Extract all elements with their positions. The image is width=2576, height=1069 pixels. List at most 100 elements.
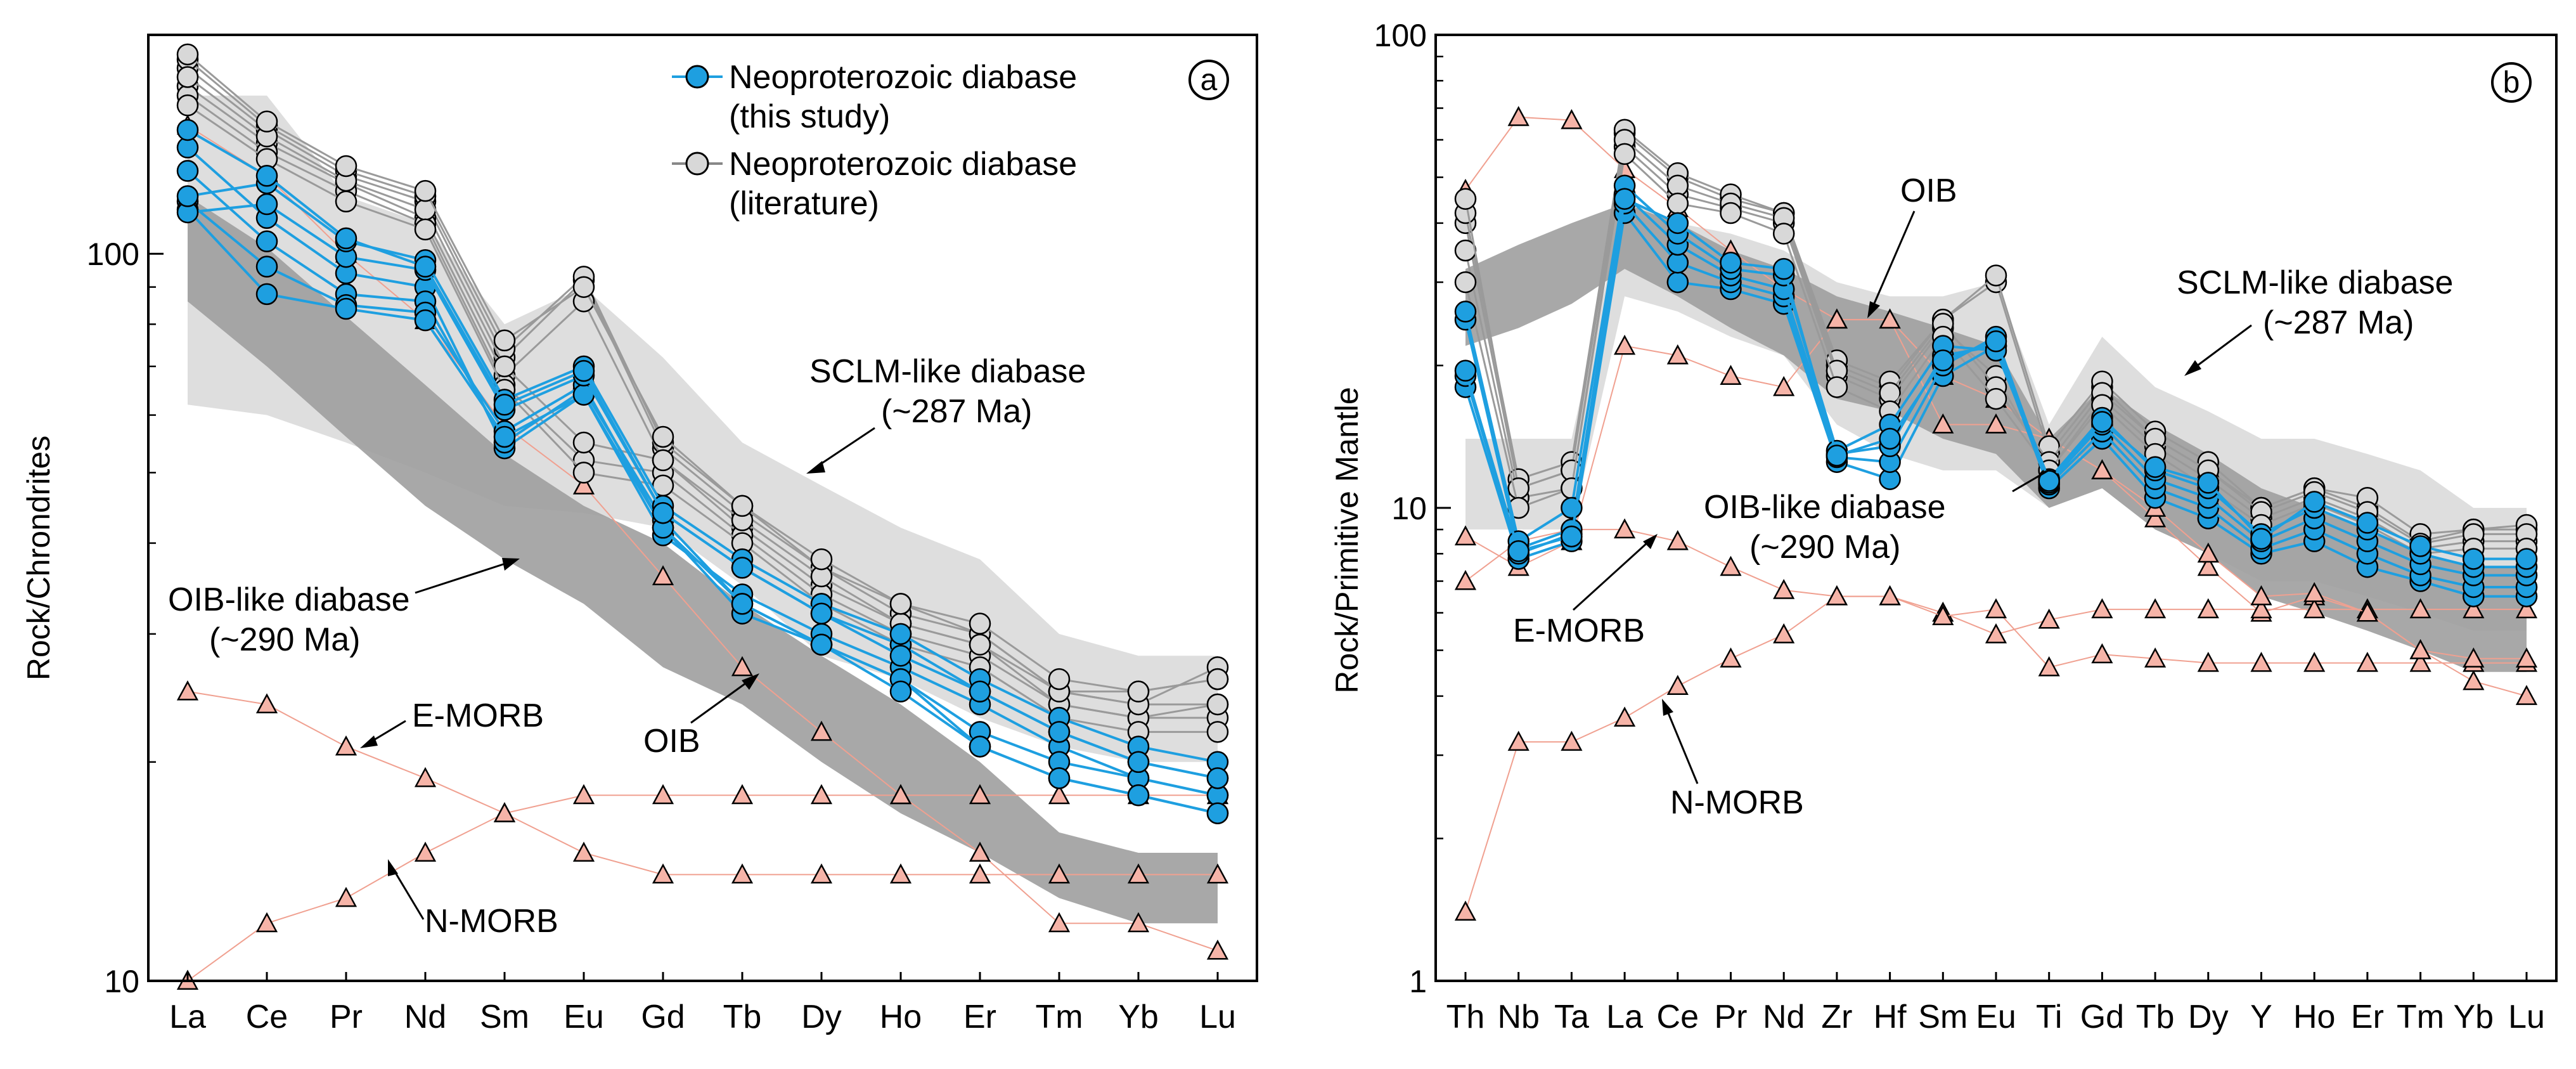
x-tick-label: Ti xyxy=(2036,999,2062,1035)
literature-point xyxy=(572,431,595,454)
literature-line xyxy=(187,53,1218,693)
literature-point xyxy=(810,548,833,571)
arrow-b-emorb xyxy=(1572,541,1649,611)
literature-point xyxy=(1666,192,1689,215)
x-tick-label: Tb xyxy=(2136,999,2175,1035)
ref-marker-n-morb xyxy=(1985,598,2007,619)
ref-line-oib xyxy=(187,125,1218,952)
arrow-a-oib xyxy=(690,680,749,724)
ref-marker-oib-low xyxy=(2250,585,2272,606)
ref-marker-oib xyxy=(572,474,595,495)
literature-point xyxy=(889,593,912,615)
ref-line-n-morb xyxy=(187,794,1218,982)
this-study-line xyxy=(186,209,1218,815)
ref-marker-n-morb xyxy=(2303,651,2326,672)
ref-marker-oib xyxy=(2144,507,2167,528)
literature-point xyxy=(1206,721,1229,743)
ref-marker-n-morb xyxy=(2409,651,2431,672)
arrow-b-nmorb xyxy=(1666,709,1699,784)
literature-line xyxy=(187,104,1218,733)
literature-point xyxy=(1454,188,1477,210)
x-tick-label: Ho xyxy=(2293,999,2335,1035)
x-tick-label: Yb xyxy=(1118,999,1159,1035)
ref-marker-n-morb xyxy=(1932,605,1954,625)
this-study-point xyxy=(2409,535,2431,557)
ref-marker-n-morb xyxy=(1561,730,1583,751)
this-study-point xyxy=(1826,444,1848,467)
y-tick-label: 10 xyxy=(1391,491,1427,526)
ref-marker-oib-low xyxy=(1614,334,1636,355)
literature-point xyxy=(414,218,437,241)
ref-marker-e-morb xyxy=(2197,598,2219,619)
ref-marker-oib xyxy=(652,565,674,586)
legend-this-study-line1: Neoproterozoic diabase xyxy=(729,59,1077,96)
legend-this-study-line2: (this study) xyxy=(729,98,890,135)
ref-marker-n-morb xyxy=(1879,585,1901,606)
ref-marker-e-morb xyxy=(2303,598,2326,619)
ref-marker-n-morb xyxy=(652,784,674,805)
annot-b-emorb: E-MORB xyxy=(1513,612,1645,649)
literature-line xyxy=(187,94,1218,719)
literature-point xyxy=(335,155,357,178)
ref-marker-oib xyxy=(1127,912,1150,933)
ref-marker-n-morb xyxy=(2197,651,2219,672)
panel-b-axes: Th Nb Ta La Ce Pr Nd Zr Hf Sm Eu Ti Gd Tb Dy Y Ho Er Tm Yb L… xyxy=(1374,18,2545,1035)
this-study-point xyxy=(2250,528,2272,550)
ref-marker-oib-low xyxy=(1879,308,1901,329)
panel-a-label: a xyxy=(1201,63,1218,97)
literature-point xyxy=(1613,143,1636,165)
this-study-point xyxy=(889,644,912,667)
ref-marker-n-morb xyxy=(2356,651,2378,672)
this-study-point xyxy=(1985,330,2007,353)
this-study-point xyxy=(1127,784,1150,807)
ref-marker-e-morb xyxy=(1048,863,1071,884)
this-study-point xyxy=(176,185,199,207)
band-oib-like xyxy=(188,196,1218,924)
literature-point xyxy=(1720,202,1742,224)
legend-this-study-marker xyxy=(685,65,709,89)
ref-marker-n-morb xyxy=(1507,730,1530,751)
this-study-point xyxy=(1561,496,1583,519)
ref-marker-e-morb xyxy=(2463,598,2485,619)
ref-marker-e-morb xyxy=(2038,608,2060,629)
legend-literature-line2: (literature) xyxy=(729,185,879,222)
literature-line xyxy=(187,76,1218,706)
arrowhead-b-nmorb xyxy=(1662,699,1673,716)
ref-marker-e-morb xyxy=(969,863,991,884)
literature-line xyxy=(187,58,1218,693)
x-tick-label: Gd xyxy=(2080,999,2124,1035)
ref-marker-n-morb xyxy=(255,912,278,933)
literature-point xyxy=(1048,668,1071,690)
arrowhead-a-sclm xyxy=(806,461,825,474)
x-tick-label: Er xyxy=(2351,999,2384,1035)
this-study-point xyxy=(255,193,278,216)
this-study-point xyxy=(731,593,754,615)
ref-marker-e-morb xyxy=(2144,598,2167,619)
arrow-b-oiblike xyxy=(2012,468,2051,493)
ref-marker-e-morb xyxy=(2409,598,2431,619)
this-study-point xyxy=(1720,251,1742,274)
ref-marker-oib-low xyxy=(1773,375,1795,396)
ref-marker-n-morb xyxy=(2038,656,2060,677)
annot-b-oiblike-2: (~290 Ma) xyxy=(1749,529,1900,566)
annot-a-emorb: E-MORB xyxy=(412,697,544,734)
this-study-line xyxy=(187,181,1218,763)
ref-marker-oib xyxy=(2463,670,2485,690)
this-study-point xyxy=(810,602,833,625)
ref-marker-e-morb xyxy=(2515,598,2538,619)
literature-point xyxy=(1826,376,1848,398)
literature-line xyxy=(187,85,1218,719)
this-study-point xyxy=(1048,767,1071,789)
ref-marker-n-morb xyxy=(731,784,754,805)
ref-marker-n-morb xyxy=(493,802,516,822)
this-study-point xyxy=(255,283,278,306)
y-tick-label: 100 xyxy=(1374,18,1427,53)
literature-point xyxy=(572,276,595,298)
legend-literature-marker xyxy=(685,152,709,176)
ref-marker-oib-low xyxy=(1720,365,1742,385)
x-tick-label: Zr xyxy=(1821,999,1852,1035)
literature-point xyxy=(176,94,199,117)
y-tick-label: 10 xyxy=(104,964,139,999)
ref-marker-e-morb xyxy=(335,735,357,756)
this-study-point xyxy=(176,119,199,141)
